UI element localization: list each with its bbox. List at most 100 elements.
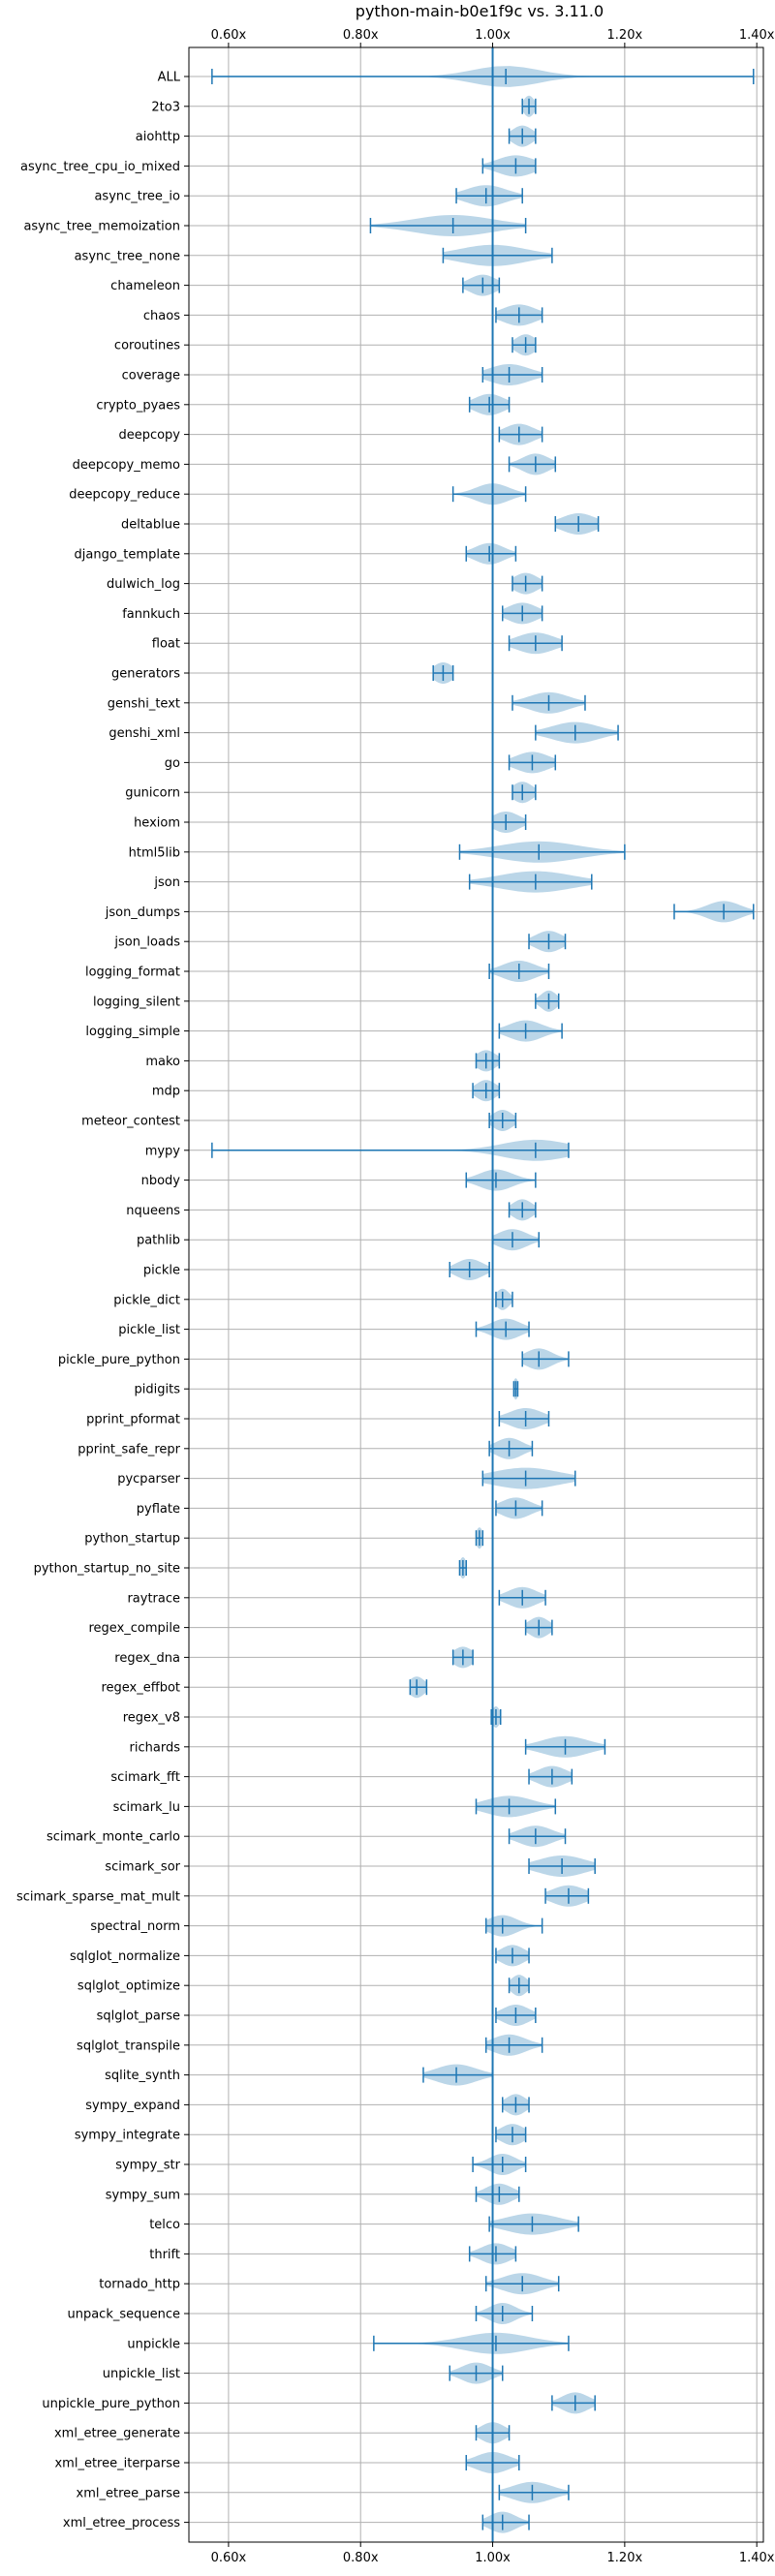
- benchmark-violin-group: [495, 1497, 543, 1519]
- benchmark-violin-group: [498, 2481, 570, 2503]
- benchmark-violin-group: [484, 2273, 560, 2295]
- benchmark-label: unpickle_pure_python: [42, 2397, 180, 2411]
- benchmark-violin-group: [498, 423, 543, 445]
- benchmark-label: pycparser: [117, 1472, 180, 1487]
- benchmark-violin-group: [535, 990, 560, 1012]
- benchmark-violin-group: [508, 1825, 567, 1848]
- benchmark-violin-group: [521, 1348, 570, 1370]
- benchmark-violin-group: [468, 393, 511, 415]
- benchmark-violin-group: [495, 304, 543, 326]
- benchmark-violin-group: [554, 513, 600, 535]
- benchmark-label: coverage: [122, 369, 180, 383]
- benchmark-violin-group: [495, 2005, 537, 2026]
- benchmark-violin-group: [468, 2243, 517, 2265]
- benchmark-violin-group: [409, 1676, 428, 1699]
- benchmark-violin-group: [475, 2303, 534, 2324]
- benchmark-violin-group: [490, 1706, 502, 1728]
- benchmark-violin-group: [524, 1616, 553, 1639]
- benchmark-label: regex_effbot: [101, 1681, 180, 1696]
- benchmark-violin-group: [481, 155, 537, 177]
- benchmark-violin-group: [422, 2064, 494, 2086]
- benchmark-label: python_startup_no_site: [34, 1562, 180, 1577]
- benchmark-label: scimark_sparse_mat_mult: [16, 1889, 180, 1904]
- benchmark-violin-group: [468, 871, 593, 893]
- benchmark-label: deepcopy_memo: [73, 458, 180, 473]
- benchmark-label: genshi_text: [108, 696, 180, 711]
- benchmark-violin-group: [508, 751, 557, 774]
- benchmark-violin-group: [495, 1945, 530, 1967]
- benchmark-label: telco: [149, 2218, 180, 2232]
- benchmark-label: json_dumps: [105, 905, 180, 920]
- benchmark-label: meteor_contest: [81, 1115, 180, 1129]
- benchmark-label: sympy_integrate: [75, 2129, 180, 2143]
- benchmark-label: xml_etree_parse: [77, 2486, 180, 2500]
- benchmark-label: pprint_safe_repr: [78, 1442, 180, 1457]
- benchmark-label: xml_etree_generate: [54, 2427, 180, 2441]
- benchmark-violin-group: [475, 1527, 484, 1549]
- benchmark-violin-group: [475, 1050, 501, 1072]
- benchmark-violin-group: [481, 1467, 576, 1489]
- benchmark-violin-group: [508, 453, 557, 475]
- benchmark-violin-group: [491, 812, 527, 833]
- benchmark-violin-group: [512, 334, 537, 356]
- benchmark-label: deepcopy_reduce: [69, 488, 180, 503]
- benchmark-label: xml_etree_iterparse: [54, 2457, 180, 2471]
- benchmark-label: async_tree_io: [94, 190, 180, 204]
- chart-title: python-main-b0e1f9c vs. 3.11.0: [356, 2, 604, 20]
- benchmark-label: regex_compile: [88, 1621, 180, 1636]
- benchmark-label: richards: [130, 1740, 181, 1755]
- benchmark-label: tornado_http: [99, 2278, 180, 2292]
- benchmark-label: sqlglot_optimize: [78, 1979, 180, 1994]
- benchmark-label: dulwich_log: [107, 577, 180, 592]
- benchmark-violin-group: [455, 185, 523, 207]
- benchmark-label: logging_format: [85, 966, 180, 980]
- benchmark-label: gunicorn: [125, 786, 180, 801]
- benchmark-violin-group: [512, 1378, 519, 1400]
- x-tick-label-bottom: 1.00x: [475, 2551, 511, 2565]
- benchmark-violin-group: [369, 215, 527, 236]
- benchmark-violin-group: [451, 1646, 474, 1669]
- benchmark-violin-group: [458, 1557, 468, 1579]
- benchmark-label: ALL: [158, 71, 181, 85]
- benchmark-violin-group: [488, 2213, 579, 2235]
- axes-frame: [188, 46, 764, 2543]
- benchmark-label: logging_simple: [85, 1025, 180, 1039]
- grid-layer: [189, 47, 763, 2542]
- benchmark-label: pidigits: [135, 1383, 181, 1397]
- benchmark-violin-group: [544, 1885, 590, 1907]
- x-tick-label-top: 1.20x: [607, 28, 643, 43]
- benchmark-violin-group: [465, 1169, 537, 1191]
- benchmark-violin-group: [495, 2124, 527, 2146]
- benchmark-violin-group: [502, 2094, 530, 2116]
- benchmark-violin-group: [481, 2511, 530, 2533]
- benchmark-label: json_loads: [113, 935, 180, 950]
- benchmark-violin-group: [521, 95, 537, 117]
- benchmark-violin-group: [508, 632, 563, 655]
- benchmark-label: go: [165, 756, 180, 771]
- benchmark-label: scimark_lu: [113, 1800, 180, 1815]
- benchmark-label: scimark_fft: [110, 1770, 180, 1785]
- benchmark-label: regex_v8: [123, 1711, 180, 1726]
- benchmark-label: pyflate: [137, 1502, 180, 1517]
- benchmark-violin-group: [465, 2452, 520, 2473]
- benchmark-label: scimark_sor: [105, 1860, 180, 1875]
- benchmark-label: deepcopy: [118, 428, 180, 443]
- benchmark-violin-group: [512, 572, 543, 595]
- benchmark-label: pathlib: [137, 1234, 180, 1248]
- benchmark-violin-group: [475, 1795, 557, 1818]
- benchmark-label-layer: ALL 2to3 aiohttp async_tree_cpu_io_mixedasy…: [16, 71, 181, 2531]
- benchmark-label: django_template: [75, 547, 180, 562]
- benchmark-violin-group: [488, 1437, 534, 1459]
- benchmark-label: python_startup: [84, 1532, 180, 1547]
- benchmark-label: hexiom: [134, 816, 180, 831]
- benchmark-label: crypto_pyaes: [96, 398, 180, 413]
- benchmark-label: mako: [145, 1055, 180, 1069]
- benchmark-violin-group: [512, 691, 586, 714]
- benchmark-label: 2to3: [151, 100, 180, 114]
- benchmark-label: scimark_monte_carlo: [46, 1830, 180, 1845]
- benchmark-label: async_tree_memoization: [23, 220, 180, 234]
- benchmark-violin-group: [528, 931, 567, 953]
- benchmark-label: pickle: [143, 1264, 180, 1278]
- x-tick-label-top: 1.00x: [475, 28, 511, 43]
